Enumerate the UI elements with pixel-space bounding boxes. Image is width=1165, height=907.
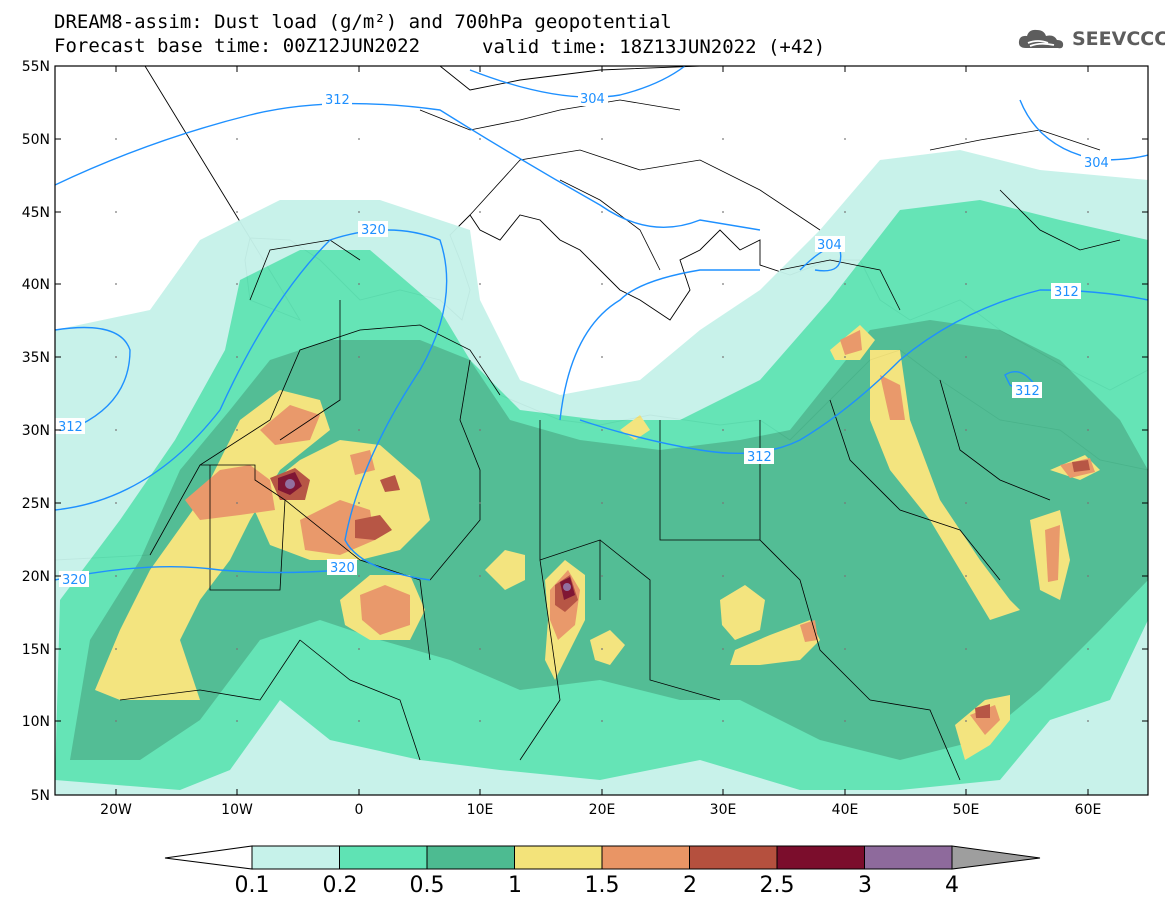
grid-dots — [115, 138, 1089, 722]
lat-label: 25N — [22, 496, 50, 512]
colorbar-tick: 0.1 — [235, 873, 270, 898]
dust-shading — [55, 150, 1148, 795]
lon-label: 20E — [589, 802, 616, 818]
colorbar-tick: 4 — [945, 873, 959, 898]
lat-label: 10N — [22, 714, 50, 730]
contour-label: 320 — [62, 573, 87, 588]
contour-label: 312 — [325, 93, 350, 108]
colorbar-left-arrow — [164, 845, 253, 870]
lat-label: 45N — [22, 205, 50, 221]
axis-ticks — [55, 65, 1148, 796]
colorbar-box — [601, 845, 690, 870]
colorbar-labels: 0.1 0.2 0.5 1 1.5 2 2.5 3 4 — [235, 873, 960, 898]
borders — [119, 99, 1121, 781]
colorbar-boxes — [251, 845, 953, 870]
lat-label: 20N — [22, 569, 50, 585]
contour-label: 312 — [1054, 285, 1079, 300]
lon-label: 50E — [953, 802, 980, 818]
contour-label: 320 — [330, 561, 355, 576]
logo-text: SEEVCCC — [1072, 28, 1165, 50]
contour-label: 312 — [1015, 384, 1040, 399]
colorbar-tick: 0.2 — [323, 873, 358, 898]
cloud-icon — [1018, 29, 1064, 49]
lat-label: 30N — [22, 423, 50, 439]
lon-label: 10W — [221, 802, 253, 818]
colorbar-tick: 2.5 — [760, 873, 795, 898]
lon-label: 60E — [1075, 802, 1102, 818]
colorbar-box — [339, 845, 428, 870]
lon-label: 20W — [100, 802, 132, 818]
colorbar-tick: 2 — [683, 873, 697, 898]
colorbar-tick: 1 — [508, 873, 522, 898]
contour-label: 312 — [58, 420, 83, 435]
colorbar-tick: 3 — [858, 873, 872, 898]
colorbar-right-arrow — [951, 845, 1041, 870]
colorbar-box — [426, 845, 515, 870]
colorbar-box — [689, 845, 778, 870]
contour-label: 304 — [580, 92, 605, 107]
lat-label: 50N — [22, 132, 50, 148]
chart-title: DREAM8-assim: Dust load (g/m²) and 700hP… — [54, 11, 672, 33]
contour-label: 304 — [817, 238, 842, 253]
colorbar-box — [776, 845, 865, 870]
lon-label: 30E — [710, 802, 737, 818]
colorbar-tick: 1.5 — [585, 873, 620, 898]
longitude-labels: 20W 10W 0 10E 20E 30E 40E 50E 60E — [100, 802, 1101, 818]
contour-label: 304 — [1084, 156, 1109, 171]
lat-label: 35N — [22, 350, 50, 366]
lat-label: 15N — [22, 642, 50, 658]
colorbar-box — [251, 845, 340, 870]
lon-label: 40E — [832, 802, 859, 818]
contour-label: 312 — [747, 450, 772, 465]
contour-labels: 312 304 320 304 312 312 312 312 320 320 … — [55, 90, 1111, 588]
lat-label: 55N — [22, 59, 50, 75]
colorbar-box — [514, 845, 603, 870]
colorbar-tick: 0.5 — [410, 873, 445, 898]
contour-label: 320 — [361, 223, 386, 238]
map-area: 312 304 320 304 312 312 312 312 320 320 … — [55, 66, 1148, 795]
colorbar-box — [864, 845, 953, 870]
lat-label: 5N — [31, 788, 50, 804]
colorbar: 0.1 0.2 0.5 1 1.5 2 2.5 3 4 — [164, 845, 1041, 898]
latitude-labels: 55N 50N 45N 40N 35N 30N 25N 20N 15N 10N … — [22, 59, 50, 804]
geopotential-contours — [55, 66, 1148, 581]
lon-label: 0 — [355, 802, 364, 818]
seevccc-logo: SEEVCCC — [1016, 26, 1165, 52]
forecast-base-time: Forecast base time: 00Z12JUN2022 — [54, 35, 421, 57]
lon-label: 10E — [467, 802, 494, 818]
dust-3-layer — [285, 479, 571, 591]
valid-time: valid time: 18Z13JUN2022 (+42) — [482, 36, 826, 58]
lat-label: 40N — [22, 277, 50, 293]
